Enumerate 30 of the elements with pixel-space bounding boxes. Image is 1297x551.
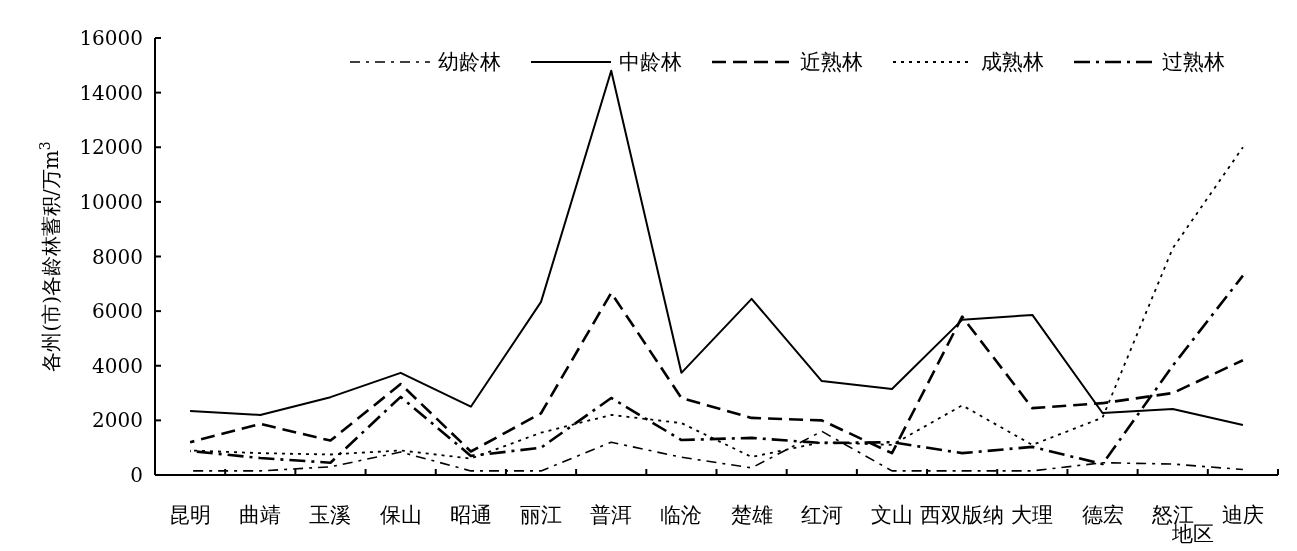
x-tick-label: 大理: [1011, 503, 1054, 527]
y-tick-label: 12000: [79, 135, 143, 160]
x-tick-label: 楚雄: [730, 503, 773, 527]
x-tick-label: 保山: [379, 503, 422, 527]
y-tick-label: 16000: [79, 26, 143, 50]
y-tick-label: 8000: [92, 244, 143, 269]
y-tick-label: 4000: [92, 353, 143, 378]
x-tick-label: 德宏: [1081, 503, 1124, 527]
x-tick-label: 丽江: [520, 503, 563, 527]
legend-label: 中龄林: [619, 50, 682, 74]
x-tick-label: 曲靖: [239, 503, 282, 527]
x-tick-label: 昆明: [169, 503, 212, 527]
x-axis-title: 地区: [1171, 522, 1214, 546]
legend-label: 幼龄林: [438, 50, 501, 74]
legend-label: 近熟林: [800, 50, 863, 74]
x-tick-label: 临沧: [660, 503, 703, 527]
x-tick-label: 西双版纳: [920, 503, 1005, 527]
y-tick-label: 0: [130, 463, 143, 487]
y-tick-label: 10000: [79, 189, 143, 214]
y-tick-label: 6000: [92, 299, 143, 324]
legend-label: 成熟林: [981, 50, 1044, 74]
x-tick-label: 红河: [800, 503, 843, 527]
y-tick-label: 14000: [79, 80, 143, 105]
legend-label: 过熟林: [1162, 50, 1225, 74]
x-tick-label: 昭通: [449, 503, 492, 527]
x-tick-label: 文山: [870, 503, 913, 527]
y-tick-label: 2000: [92, 408, 143, 433]
x-tick-label: 迪庆: [1221, 503, 1264, 527]
x-tick-label: 玉溪: [309, 503, 352, 527]
x-tick-label: 普洱: [590, 503, 633, 527]
